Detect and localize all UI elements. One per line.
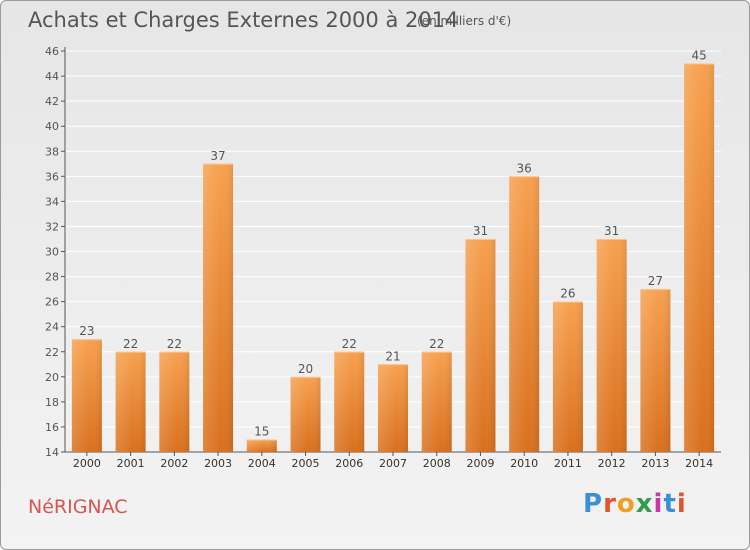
bar-shade-2000 bbox=[71, 339, 102, 452]
bars bbox=[71, 63, 715, 452]
logo-letter: o bbox=[616, 489, 636, 519]
data-label: 22 bbox=[167, 337, 182, 351]
labels: 14 16 18 20 22 24 26 28 30 32 34 36 38 40 42 44 46 23 2000… bbox=[45, 45, 713, 470]
commune-name: NéRIGNAC bbox=[28, 496, 128, 518]
y-tick-label: 46 bbox=[45, 45, 59, 58]
data-label: 22 bbox=[123, 337, 138, 351]
y-tick-label: 20 bbox=[45, 371, 59, 384]
chart-title: Achats et Charges Externes 2000 à 2014 bbox=[28, 8, 459, 32]
logo-letter: i bbox=[676, 489, 687, 519]
bar-shade-2013 bbox=[640, 289, 671, 452]
y-tick-label: 44 bbox=[45, 70, 59, 83]
bar-shade-2006 bbox=[334, 351, 365, 452]
y-tick-label: 42 bbox=[45, 95, 59, 108]
x-tick-label: 2003 bbox=[204, 457, 232, 470]
x-tick-label: 2011 bbox=[554, 457, 582, 470]
data-label: 36 bbox=[517, 161, 532, 175]
x-tick-label: 2010 bbox=[510, 457, 538, 470]
data-label: 22 bbox=[429, 337, 444, 351]
x-tick-label: 2008 bbox=[423, 457, 451, 470]
bar-shade-2011 bbox=[552, 301, 583, 452]
y-tick-label: 24 bbox=[45, 321, 59, 334]
bar-shade-2005 bbox=[290, 376, 321, 452]
bar-shade-2009 bbox=[465, 238, 496, 452]
data-label: 22 bbox=[342, 337, 357, 351]
y-tick-label: 32 bbox=[45, 220, 59, 233]
x-tick-label: 2007 bbox=[379, 457, 407, 470]
y-tick-label: 26 bbox=[45, 296, 59, 309]
data-label: 27 bbox=[648, 274, 663, 288]
x-tick-label: 2009 bbox=[466, 457, 494, 470]
data-label: 31 bbox=[604, 224, 619, 238]
bar-shade-2008 bbox=[421, 351, 452, 452]
x-tick-label: 2012 bbox=[598, 457, 626, 470]
logo-letter: P bbox=[583, 489, 604, 519]
y-tick-label: 30 bbox=[45, 246, 59, 259]
x-tick-label: 2004 bbox=[248, 457, 276, 470]
x-tick-label: 2014 bbox=[685, 457, 713, 470]
bar-shade-2003 bbox=[203, 163, 234, 452]
data-label: 26 bbox=[560, 287, 575, 301]
x-tick-label: 2001 bbox=[117, 457, 145, 470]
data-label: 20 bbox=[298, 362, 313, 376]
data-label: 31 bbox=[473, 224, 488, 238]
x-tick-label: 2000 bbox=[73, 457, 101, 470]
y-tick-label: 28 bbox=[45, 271, 59, 284]
bar-shade-2002 bbox=[159, 351, 190, 452]
y-tick-label: 22 bbox=[45, 346, 59, 359]
y-tick-label: 38 bbox=[45, 145, 59, 158]
bar-shade-2012 bbox=[596, 238, 627, 452]
logo-letter: i bbox=[653, 489, 664, 519]
chart-subtitle: (en milliers d'€) bbox=[417, 14, 512, 28]
bar-shade-2004 bbox=[246, 439, 277, 452]
x-tick-label: 2013 bbox=[641, 457, 669, 470]
data-label: 37 bbox=[210, 149, 225, 163]
logo-letter: r bbox=[603, 489, 617, 519]
y-tick-label: 18 bbox=[45, 396, 59, 409]
data-label: 45 bbox=[691, 49, 706, 63]
x-tick-label: 2005 bbox=[292, 457, 320, 470]
bar-shade-2001 bbox=[115, 351, 146, 452]
bar-shade-2014 bbox=[684, 63, 715, 452]
bar-shade-2007 bbox=[378, 364, 408, 452]
y-tick-label: 14 bbox=[45, 446, 59, 459]
data-label: 23 bbox=[79, 324, 94, 338]
logo-letter: x bbox=[635, 489, 654, 519]
y-tick-label: 16 bbox=[45, 421, 59, 434]
x-tick-label: 2002 bbox=[160, 457, 188, 470]
data-label: 15 bbox=[254, 424, 269, 438]
y-tick-label: 36 bbox=[45, 170, 59, 183]
y-tick-label: 40 bbox=[45, 120, 59, 133]
logo-letter: t bbox=[663, 489, 677, 519]
x-tick-label: 2006 bbox=[335, 457, 363, 470]
data-label: 21 bbox=[385, 349, 400, 363]
y-tick-label: 34 bbox=[45, 195, 59, 208]
proxiti-logo: Proxiti bbox=[583, 489, 687, 519]
bar-shade-2010 bbox=[509, 176, 540, 452]
